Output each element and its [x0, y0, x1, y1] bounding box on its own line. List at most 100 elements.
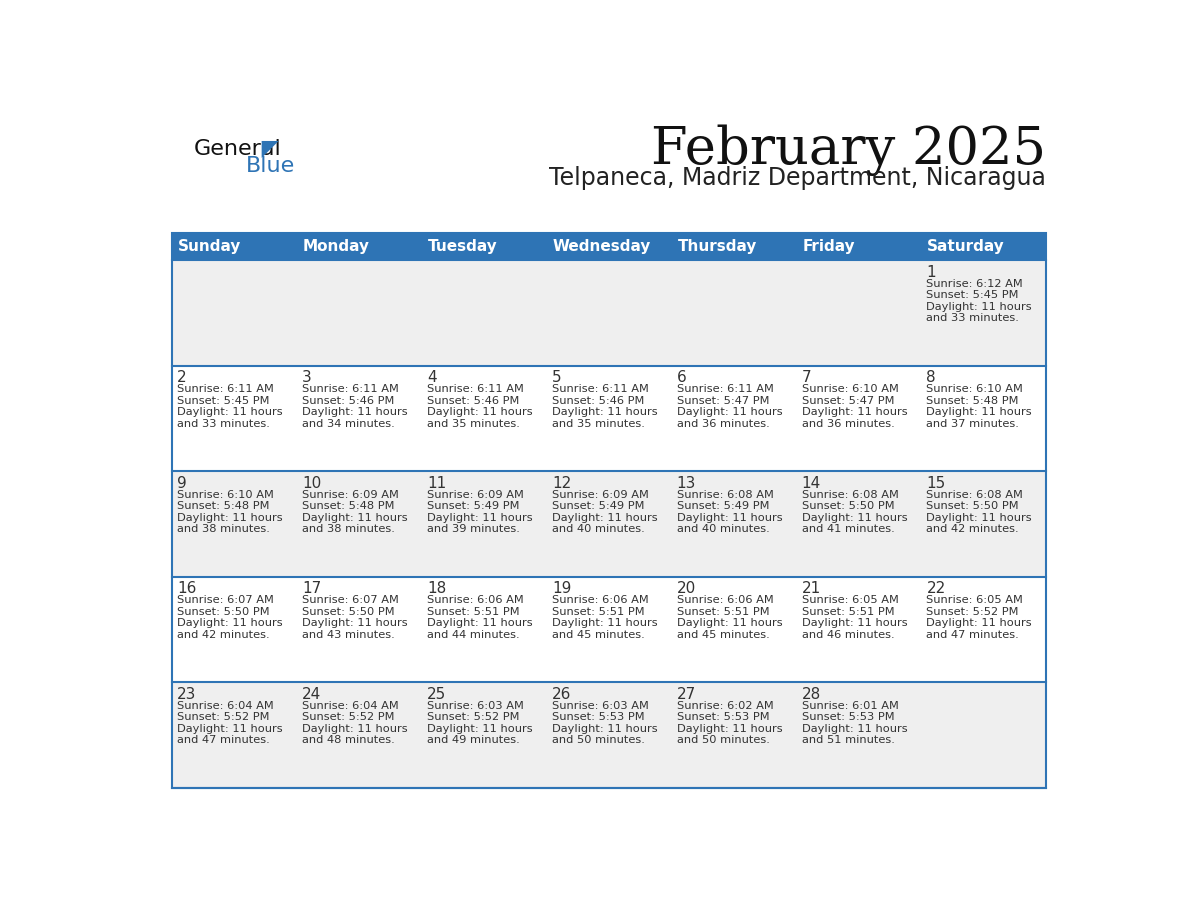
- Text: Blue: Blue: [246, 156, 296, 176]
- Text: Sunday: Sunday: [178, 240, 241, 254]
- Text: Sunrise: 6:05 AM: Sunrise: 6:05 AM: [927, 595, 1023, 605]
- Text: Sunset: 5:53 PM: Sunset: 5:53 PM: [677, 712, 770, 722]
- Text: Sunset: 5:53 PM: Sunset: 5:53 PM: [552, 712, 644, 722]
- Text: Friday: Friday: [802, 240, 855, 254]
- Text: Saturday: Saturday: [928, 240, 1005, 254]
- Text: Sunrise: 6:08 AM: Sunrise: 6:08 AM: [927, 490, 1023, 499]
- Text: Daylight: 11 hours: Daylight: 11 hours: [677, 513, 783, 523]
- Text: Sunrise: 6:11 AM: Sunrise: 6:11 AM: [677, 385, 773, 394]
- Text: and 48 minutes.: and 48 minutes.: [302, 735, 394, 745]
- Text: and 42 minutes.: and 42 minutes.: [927, 524, 1019, 534]
- Text: and 45 minutes.: and 45 minutes.: [552, 630, 645, 640]
- Bar: [297, 233, 422, 261]
- Text: 12: 12: [552, 476, 571, 491]
- Text: Sunset: 5:51 PM: Sunset: 5:51 PM: [802, 607, 895, 617]
- Bar: [172, 261, 1045, 365]
- Text: Sunset: 5:45 PM: Sunset: 5:45 PM: [177, 396, 270, 406]
- Text: Tuesday: Tuesday: [428, 240, 498, 254]
- Text: Daylight: 11 hours: Daylight: 11 hours: [927, 302, 1032, 312]
- Text: Daylight: 11 hours: Daylight: 11 hours: [677, 724, 783, 733]
- Text: Sunset: 5:50 PM: Sunset: 5:50 PM: [802, 501, 895, 511]
- Polygon shape: [261, 141, 279, 158]
- Text: General: General: [194, 140, 282, 160]
- Text: 26: 26: [552, 687, 571, 702]
- Text: Daylight: 11 hours: Daylight: 11 hours: [426, 408, 532, 418]
- Text: Sunset: 5:45 PM: Sunset: 5:45 PM: [927, 290, 1019, 300]
- Text: 21: 21: [802, 581, 821, 597]
- Text: Daylight: 11 hours: Daylight: 11 hours: [177, 619, 283, 628]
- Text: and 36 minutes.: and 36 minutes.: [802, 419, 895, 429]
- Text: Wednesday: Wednesday: [552, 240, 651, 254]
- Text: and 38 minutes.: and 38 minutes.: [177, 524, 270, 534]
- Text: Sunset: 5:48 PM: Sunset: 5:48 PM: [177, 501, 270, 511]
- Text: and 47 minutes.: and 47 minutes.: [177, 735, 270, 745]
- Text: Sunset: 5:50 PM: Sunset: 5:50 PM: [927, 501, 1019, 511]
- Text: Sunrise: 6:08 AM: Sunrise: 6:08 AM: [802, 490, 898, 499]
- Text: and 38 minutes.: and 38 minutes.: [302, 524, 394, 534]
- Bar: [172, 471, 1045, 577]
- Text: Sunset: 5:46 PM: Sunset: 5:46 PM: [552, 396, 644, 406]
- Text: Sunset: 5:50 PM: Sunset: 5:50 PM: [177, 607, 270, 617]
- Text: 24: 24: [302, 687, 321, 702]
- Text: 10: 10: [302, 476, 321, 491]
- Text: and 43 minutes.: and 43 minutes.: [302, 630, 394, 640]
- Text: 25: 25: [426, 687, 447, 702]
- Text: and 45 minutes.: and 45 minutes.: [677, 630, 770, 640]
- Text: Daylight: 11 hours: Daylight: 11 hours: [552, 513, 657, 523]
- Text: Sunset: 5:53 PM: Sunset: 5:53 PM: [802, 712, 895, 722]
- Text: and 35 minutes.: and 35 minutes.: [426, 419, 520, 429]
- Text: Sunset: 5:48 PM: Sunset: 5:48 PM: [927, 396, 1019, 406]
- Text: Sunrise: 6:08 AM: Sunrise: 6:08 AM: [677, 490, 773, 499]
- Text: 28: 28: [802, 687, 821, 702]
- Text: Sunset: 5:49 PM: Sunset: 5:49 PM: [552, 501, 644, 511]
- Text: Sunrise: 6:11 AM: Sunrise: 6:11 AM: [426, 385, 524, 394]
- Text: Sunset: 5:46 PM: Sunset: 5:46 PM: [302, 396, 394, 406]
- Text: Sunset: 5:49 PM: Sunset: 5:49 PM: [426, 501, 519, 511]
- Text: and 50 minutes.: and 50 minutes.: [552, 735, 645, 745]
- Text: 17: 17: [302, 581, 321, 597]
- Text: 8: 8: [927, 371, 936, 386]
- Text: Daylight: 11 hours: Daylight: 11 hours: [927, 619, 1032, 628]
- Text: Daylight: 11 hours: Daylight: 11 hours: [677, 619, 783, 628]
- Text: Daylight: 11 hours: Daylight: 11 hours: [927, 408, 1032, 418]
- Text: Sunset: 5:52 PM: Sunset: 5:52 PM: [302, 712, 394, 722]
- Text: and 36 minutes.: and 36 minutes.: [677, 419, 770, 429]
- Bar: [422, 233, 546, 261]
- Text: and 35 minutes.: and 35 minutes.: [552, 419, 645, 429]
- Text: 15: 15: [927, 476, 946, 491]
- Text: Sunrise: 6:07 AM: Sunrise: 6:07 AM: [302, 595, 399, 605]
- Text: and 33 minutes.: and 33 minutes.: [927, 313, 1019, 323]
- Text: Daylight: 11 hours: Daylight: 11 hours: [802, 408, 908, 418]
- Text: Daylight: 11 hours: Daylight: 11 hours: [927, 513, 1032, 523]
- Text: Sunset: 5:50 PM: Sunset: 5:50 PM: [302, 607, 394, 617]
- Text: Daylight: 11 hours: Daylight: 11 hours: [302, 408, 407, 418]
- Text: Sunrise: 6:01 AM: Sunrise: 6:01 AM: [802, 700, 898, 711]
- Text: Daylight: 11 hours: Daylight: 11 hours: [802, 619, 908, 628]
- Text: and 44 minutes.: and 44 minutes.: [426, 630, 519, 640]
- Text: and 40 minutes.: and 40 minutes.: [552, 524, 645, 534]
- Text: Sunrise: 6:09 AM: Sunrise: 6:09 AM: [426, 490, 524, 499]
- Bar: [921, 233, 1045, 261]
- Text: Daylight: 11 hours: Daylight: 11 hours: [426, 619, 532, 628]
- Text: Daylight: 11 hours: Daylight: 11 hours: [302, 513, 407, 523]
- Text: Sunrise: 6:10 AM: Sunrise: 6:10 AM: [927, 385, 1023, 394]
- Text: and 40 minutes.: and 40 minutes.: [677, 524, 770, 534]
- Bar: [172, 233, 297, 261]
- Text: 18: 18: [426, 581, 447, 597]
- Text: 13: 13: [677, 476, 696, 491]
- Text: and 33 minutes.: and 33 minutes.: [177, 419, 270, 429]
- Text: Sunrise: 6:03 AM: Sunrise: 6:03 AM: [552, 700, 649, 711]
- Text: and 42 minutes.: and 42 minutes.: [177, 630, 270, 640]
- Text: 5: 5: [552, 371, 562, 386]
- Bar: [172, 233, 1045, 788]
- Text: 1: 1: [927, 265, 936, 280]
- Text: February 2025: February 2025: [651, 124, 1045, 175]
- Text: 20: 20: [677, 581, 696, 597]
- Text: Daylight: 11 hours: Daylight: 11 hours: [552, 619, 657, 628]
- Text: Daylight: 11 hours: Daylight: 11 hours: [177, 513, 283, 523]
- Text: Sunrise: 6:06 AM: Sunrise: 6:06 AM: [552, 595, 649, 605]
- Text: Sunrise: 6:02 AM: Sunrise: 6:02 AM: [677, 700, 773, 711]
- Text: Daylight: 11 hours: Daylight: 11 hours: [552, 724, 657, 733]
- Text: Sunrise: 6:04 AM: Sunrise: 6:04 AM: [177, 700, 274, 711]
- Text: Sunrise: 6:06 AM: Sunrise: 6:06 AM: [677, 595, 773, 605]
